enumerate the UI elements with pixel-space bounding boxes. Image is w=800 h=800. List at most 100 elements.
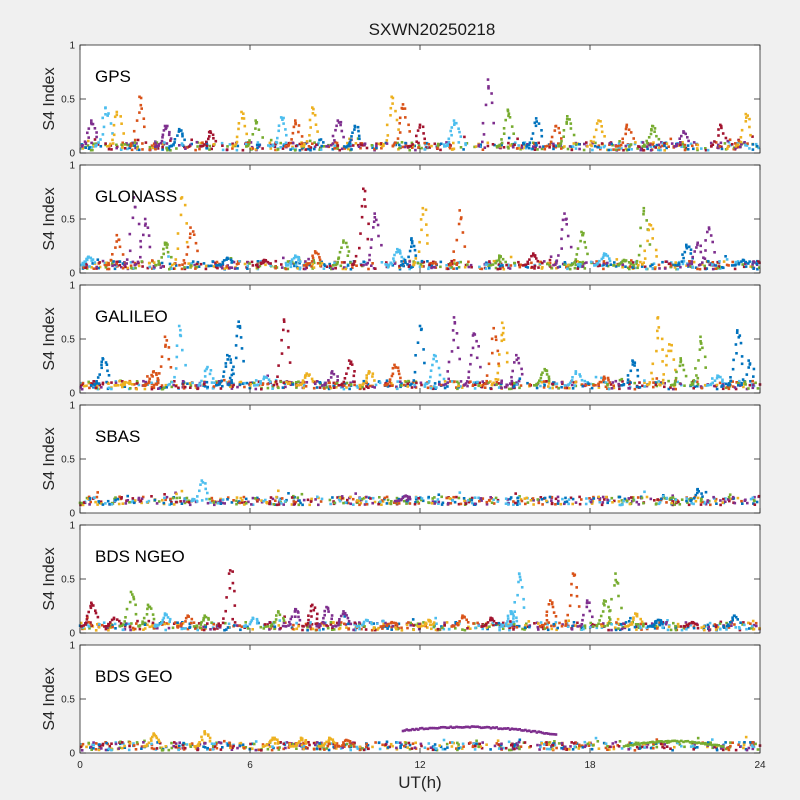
data-point <box>230 261 233 264</box>
data-point <box>251 133 255 136</box>
data-point <box>664 622 668 626</box>
data-point <box>358 621 361 624</box>
data-point <box>104 113 107 116</box>
data-point <box>720 145 723 149</box>
data-point <box>340 129 344 133</box>
data-point <box>187 501 191 504</box>
data-point <box>627 128 631 131</box>
data-point <box>500 381 503 384</box>
data-point <box>431 387 435 391</box>
data-point <box>109 621 112 624</box>
data-point <box>537 141 540 145</box>
data-point <box>87 625 91 628</box>
data-point <box>319 138 323 141</box>
data-point <box>95 380 98 383</box>
data-point <box>508 116 512 119</box>
data-point <box>335 382 339 385</box>
data-point <box>259 380 262 383</box>
data-point <box>170 385 174 389</box>
data-point <box>291 381 295 385</box>
data-point <box>547 375 551 379</box>
data-point <box>346 141 349 145</box>
data-point <box>168 382 171 386</box>
data-point <box>507 147 510 150</box>
data-point <box>514 492 517 495</box>
data-point <box>749 265 752 268</box>
data-point <box>621 380 624 383</box>
data-point <box>336 119 340 122</box>
data-point <box>703 264 706 268</box>
data-point <box>656 336 660 340</box>
data-point <box>331 147 335 151</box>
data-point <box>353 260 356 263</box>
data-point <box>530 261 533 265</box>
data-point <box>179 334 183 338</box>
data-point <box>397 502 401 505</box>
data-point <box>179 213 183 217</box>
data-point <box>429 369 433 372</box>
data-point <box>523 263 526 267</box>
data-point <box>498 626 501 629</box>
data-point <box>291 145 294 149</box>
data-point <box>535 144 538 147</box>
data-point <box>218 263 222 266</box>
data-point <box>124 616 127 619</box>
data-point <box>146 266 150 270</box>
data-point <box>276 148 280 151</box>
data-point <box>237 262 240 265</box>
data-point <box>353 128 356 131</box>
data-point <box>681 142 685 146</box>
data-point <box>614 148 618 151</box>
data-point <box>516 500 520 503</box>
data-point <box>410 245 413 248</box>
data-point <box>408 267 411 271</box>
data-point <box>573 266 577 270</box>
data-point <box>265 501 268 504</box>
data-point <box>325 145 328 148</box>
data-point <box>739 140 743 144</box>
data-point <box>362 263 365 267</box>
data-point <box>646 141 649 145</box>
data-point <box>202 616 205 620</box>
data-point <box>583 142 586 146</box>
data-point <box>274 618 278 621</box>
data-point <box>204 487 207 491</box>
data-point <box>490 92 493 95</box>
data-point <box>643 265 647 269</box>
data-point <box>110 386 113 389</box>
data-point <box>742 385 745 389</box>
data-point <box>202 625 205 629</box>
data-point <box>536 259 540 263</box>
data-point <box>328 262 331 266</box>
data-point <box>332 386 336 389</box>
data-point <box>231 147 234 150</box>
data-point <box>164 345 167 348</box>
data-point <box>404 384 408 387</box>
data-point <box>601 256 605 259</box>
data-point <box>477 345 480 348</box>
data-point <box>342 387 346 391</box>
data-point <box>413 623 417 627</box>
data-point <box>139 499 143 503</box>
data-point <box>183 145 186 149</box>
data-point <box>303 376 307 379</box>
data-point <box>345 386 348 389</box>
data-point <box>435 386 438 389</box>
data-point <box>162 247 165 251</box>
data-point <box>292 125 296 129</box>
data-point <box>409 621 412 625</box>
data-point <box>305 372 308 375</box>
data-point <box>623 626 627 630</box>
data-point <box>641 263 644 266</box>
data-point <box>751 496 755 499</box>
data-point <box>704 249 707 252</box>
data-point <box>700 492 703 495</box>
data-point <box>448 497 451 500</box>
data-point <box>256 141 260 144</box>
data-point <box>748 260 751 263</box>
data-point <box>369 246 373 249</box>
data-point <box>343 145 346 148</box>
data-point <box>568 604 572 608</box>
data-point <box>749 133 752 137</box>
data-point <box>699 385 703 388</box>
